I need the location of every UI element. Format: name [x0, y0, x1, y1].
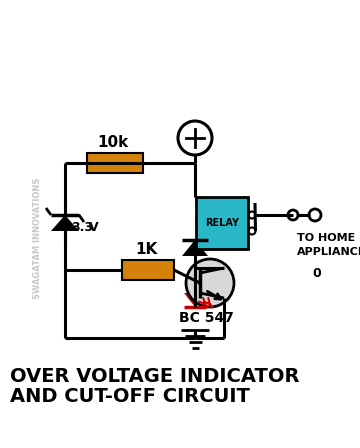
Text: 10k: 10k [97, 135, 129, 150]
Text: SWAGATAM INNOVATIONS: SWAGATAM INNOVATIONS [33, 177, 42, 299]
Text: V: V [89, 220, 99, 233]
Circle shape [186, 259, 234, 307]
Text: APPLIANCES: APPLIANCES [297, 247, 360, 257]
Text: TO HOME: TO HOME [297, 233, 355, 243]
FancyBboxPatch shape [196, 197, 248, 249]
Polygon shape [184, 293, 206, 307]
FancyBboxPatch shape [87, 153, 143, 173]
Polygon shape [182, 240, 208, 256]
FancyBboxPatch shape [122, 260, 174, 280]
Text: BC 547: BC 547 [179, 311, 233, 325]
Polygon shape [51, 215, 79, 231]
Text: 1K: 1K [135, 242, 157, 257]
Text: RELAY: RELAY [205, 218, 239, 228]
Text: 3.3: 3.3 [71, 220, 93, 233]
Text: OVER VOLTAGE INDICATOR: OVER VOLTAGE INDICATOR [10, 366, 300, 385]
Text: 0: 0 [312, 267, 321, 280]
Text: AND CUT-OFF CIRCUIT: AND CUT-OFF CIRCUIT [10, 387, 250, 405]
